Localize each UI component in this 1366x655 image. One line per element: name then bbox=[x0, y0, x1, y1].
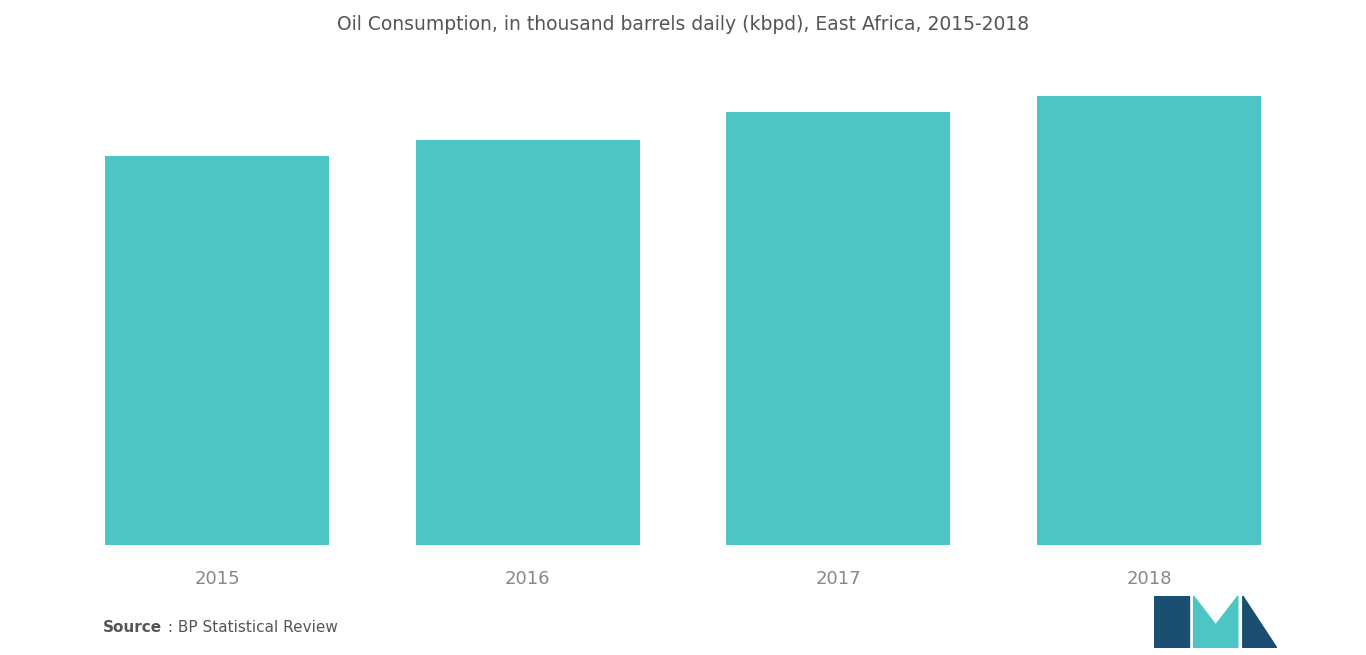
Text: : BP Statistical Review: : BP Statistical Review bbox=[163, 620, 337, 635]
Bar bbox=[105, 156, 329, 544]
Title: Oil Consumption, in thousand barrels daily (kbpd), East Africa, 2015-2018: Oil Consumption, in thousand barrels dai… bbox=[337, 15, 1029, 34]
Polygon shape bbox=[1243, 596, 1277, 648]
Text: Source: Source bbox=[102, 620, 161, 635]
Bar bbox=[727, 112, 951, 544]
Polygon shape bbox=[1194, 596, 1238, 648]
Bar bbox=[415, 140, 639, 544]
Polygon shape bbox=[1154, 596, 1188, 648]
Bar bbox=[1037, 96, 1261, 544]
